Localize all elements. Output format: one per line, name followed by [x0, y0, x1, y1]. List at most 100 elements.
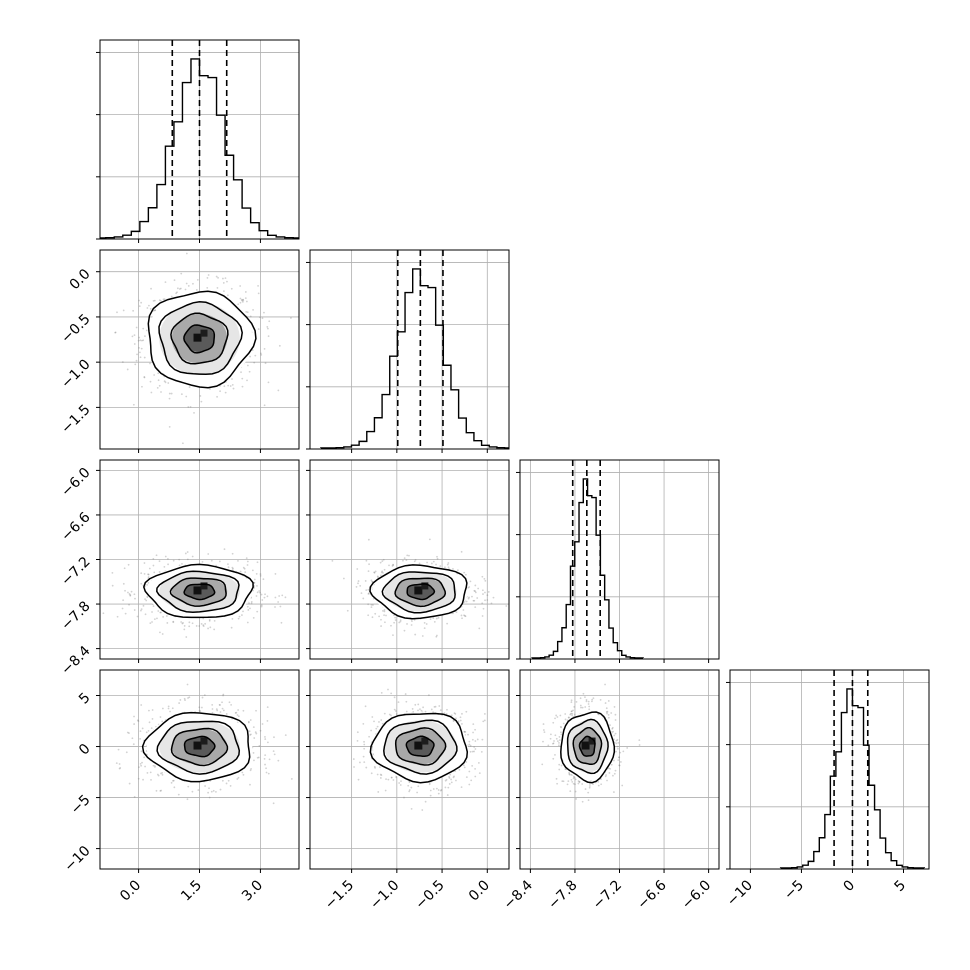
scatter-point [146, 307, 149, 309]
scatter-point [424, 800, 427, 803]
scatter-point [363, 747, 366, 750]
scatter-point [542, 729, 545, 731]
scatter-point [218, 560, 221, 563]
scatter-point [204, 622, 207, 625]
scatter-point [142, 327, 145, 330]
scatter-point [483, 719, 486, 722]
density-peak [193, 333, 202, 342]
scatter-point [180, 393, 183, 396]
scatter-point [267, 381, 270, 384]
panel-frame [309, 249, 510, 450]
scatter-point [250, 600, 253, 603]
scatter-point [417, 785, 420, 788]
scatter-point [253, 582, 256, 584]
scatter-point [181, 562, 183, 565]
scatter-point [483, 577, 486, 580]
scatter-point [290, 317, 292, 319]
scatter-point [403, 796, 405, 799]
density-peak [200, 737, 208, 745]
scatter-point [399, 620, 402, 623]
scatter-point [243, 567, 246, 570]
scatter-point [136, 719, 139, 722]
scatter-point [245, 310, 248, 313]
scatter-point [180, 272, 183, 275]
scatter-point [380, 719, 383, 721]
scatter-point [147, 729, 150, 732]
scatter-point [461, 723, 463, 725]
scatter-point [239, 297, 242, 300]
scatter-point [237, 617, 240, 620]
scatter-point [167, 382, 170, 384]
scatter-point [463, 614, 465, 617]
scatter-point [188, 386, 191, 388]
scatter-point [477, 587, 480, 590]
scatter-point [184, 699, 186, 702]
scatter-point [255, 595, 258, 597]
scatter-point [453, 775, 455, 778]
scatter-point [198, 706, 201, 709]
scatter-point [245, 300, 248, 303]
contour-line [383, 719, 458, 775]
scatter-point [375, 727, 378, 730]
scatter-point [168, 425, 171, 428]
scatter-point [467, 597, 470, 600]
scatter-point [229, 385, 232, 387]
scatter-point [118, 767, 121, 770]
scatter-point [393, 621, 396, 624]
scatter-point [554, 753, 556, 756]
scatter-point [161, 772, 164, 774]
scatter-point [444, 786, 447, 789]
scatter-point [157, 610, 160, 612]
scatter-point [395, 713, 398, 715]
scatter-point [267, 335, 270, 338]
scatter-point [185, 395, 188, 398]
scatter-point [560, 733, 563, 736]
scatter-point [142, 604, 145, 607]
scatter-point [149, 307, 152, 310]
scatter-point [405, 559, 408, 562]
scatter-point [450, 714, 453, 717]
scatter-point [258, 590, 261, 592]
scatter-point [352, 758, 355, 760]
scatter-point [148, 567, 151, 570]
scatter-point [185, 252, 188, 255]
scatter-point [462, 764, 465, 767]
histogram-2 [531, 478, 644, 659]
scatter-point [482, 607, 485, 610]
scatter-point [388, 564, 390, 567]
scatter-point [242, 299, 245, 302]
scatter-point [143, 376, 146, 378]
scatter-point [225, 713, 228, 715]
scatter-point [260, 604, 263, 607]
scatter-point [429, 789, 432, 792]
scatter-point [380, 574, 382, 577]
scatter-point [251, 349, 254, 352]
panel-frame [729, 669, 930, 870]
scatter-point [486, 594, 489, 597]
scatter-point [231, 566, 234, 569]
scatter-point [200, 622, 203, 625]
scatter-point [228, 701, 231, 704]
scatter-point [470, 779, 473, 782]
scatter-point [170, 295, 173, 298]
scatter-point [259, 591, 261, 594]
scatter-point [219, 390, 221, 393]
scatter-point [463, 571, 466, 574]
scatter-point [558, 739, 561, 742]
scatter-point [141, 339, 143, 342]
scatter-point [284, 596, 287, 599]
scatter-point [102, 612, 105, 615]
scatter-point [265, 771, 268, 774]
scatter-point [264, 736, 266, 738]
scatter-point [223, 385, 226, 388]
scatter-point [492, 596, 495, 599]
scatter-point [278, 344, 281, 347]
panel-frame [309, 669, 510, 870]
scatter-point [461, 617, 463, 620]
scatter-point [151, 611, 153, 613]
scatter-point [178, 564, 181, 567]
scatter-point [165, 615, 168, 617]
scatter-point [482, 593, 484, 595]
scatter-point [126, 368, 129, 371]
